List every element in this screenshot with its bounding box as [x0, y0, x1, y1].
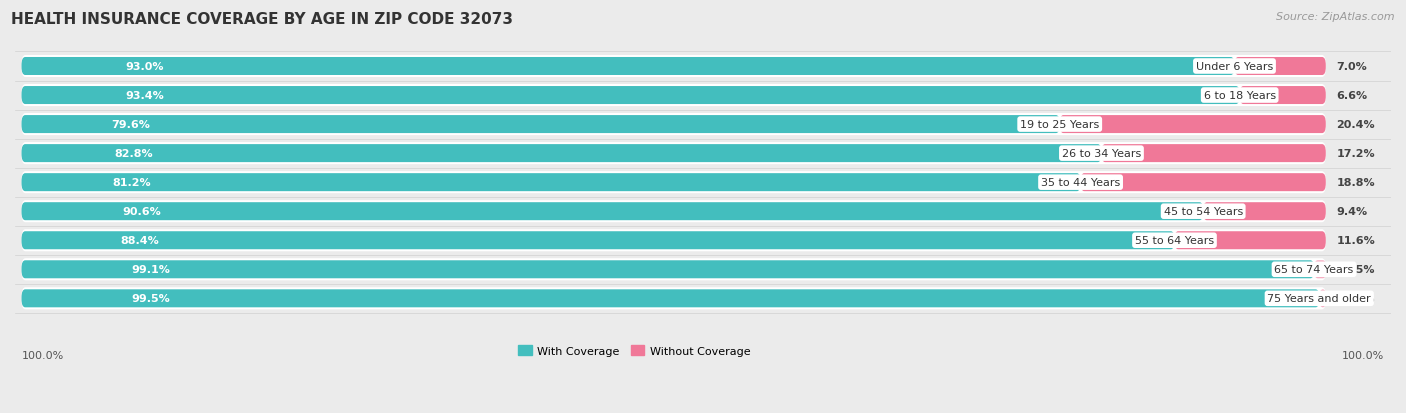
FancyBboxPatch shape [21, 201, 1326, 223]
FancyBboxPatch shape [21, 287, 1326, 310]
Text: 20.4%: 20.4% [1336, 120, 1375, 130]
FancyBboxPatch shape [21, 58, 1234, 76]
Text: Under 6 Years: Under 6 Years [1197, 62, 1272, 72]
Text: 45 to 54 Years: 45 to 54 Years [1164, 206, 1243, 217]
FancyBboxPatch shape [21, 261, 1315, 279]
Text: 100.0%: 100.0% [22, 350, 65, 360]
FancyBboxPatch shape [1174, 232, 1326, 249]
Text: 82.8%: 82.8% [114, 149, 153, 159]
FancyBboxPatch shape [21, 87, 1240, 105]
Text: 88.4%: 88.4% [121, 236, 159, 246]
Text: 18.8%: 18.8% [1336, 178, 1375, 188]
Text: 6.6%: 6.6% [1336, 91, 1368, 101]
Text: 93.4%: 93.4% [125, 91, 165, 101]
FancyBboxPatch shape [21, 259, 1326, 281]
FancyBboxPatch shape [1060, 116, 1326, 134]
FancyBboxPatch shape [21, 172, 1326, 194]
Text: 99.1%: 99.1% [131, 265, 170, 275]
Text: 99.5%: 99.5% [132, 294, 170, 304]
Text: 93.0%: 93.0% [125, 62, 163, 72]
FancyBboxPatch shape [21, 290, 1319, 308]
FancyBboxPatch shape [1315, 261, 1326, 279]
FancyBboxPatch shape [21, 203, 1204, 221]
Text: 81.2%: 81.2% [112, 178, 152, 188]
FancyBboxPatch shape [21, 174, 1081, 192]
FancyBboxPatch shape [21, 145, 1101, 163]
Text: 0.95%: 0.95% [1337, 265, 1375, 275]
Text: 55 to 64 Years: 55 to 64 Years [1135, 236, 1213, 246]
FancyBboxPatch shape [21, 232, 1174, 249]
FancyBboxPatch shape [21, 114, 1326, 136]
FancyBboxPatch shape [21, 143, 1326, 165]
FancyBboxPatch shape [1240, 87, 1326, 105]
Text: HEALTH INSURANCE COVERAGE BY AGE IN ZIP CODE 32073: HEALTH INSURANCE COVERAGE BY AGE IN ZIP … [11, 12, 513, 27]
FancyBboxPatch shape [1234, 58, 1326, 76]
Text: 90.6%: 90.6% [122, 206, 162, 217]
Text: 6 to 18 Years: 6 to 18 Years [1204, 91, 1275, 101]
Text: 35 to 44 Years: 35 to 44 Years [1040, 178, 1121, 188]
Text: 11.6%: 11.6% [1336, 236, 1375, 246]
Text: 75 Years and older: 75 Years and older [1267, 294, 1371, 304]
Text: 7.0%: 7.0% [1336, 62, 1367, 72]
Text: 19 to 25 Years: 19 to 25 Years [1021, 120, 1099, 130]
Text: 9.4%: 9.4% [1336, 206, 1368, 217]
FancyBboxPatch shape [1204, 203, 1326, 221]
Text: 26 to 34 Years: 26 to 34 Years [1062, 149, 1142, 159]
Legend: With Coverage, Without Coverage: With Coverage, Without Coverage [513, 341, 755, 361]
Text: Source: ZipAtlas.com: Source: ZipAtlas.com [1277, 12, 1395, 22]
FancyBboxPatch shape [21, 230, 1326, 252]
FancyBboxPatch shape [1319, 290, 1326, 308]
FancyBboxPatch shape [1101, 145, 1326, 163]
Text: 79.6%: 79.6% [111, 120, 150, 130]
Text: 65 to 74 Years: 65 to 74 Years [1274, 265, 1354, 275]
FancyBboxPatch shape [21, 116, 1060, 134]
FancyBboxPatch shape [21, 85, 1326, 107]
Text: 17.2%: 17.2% [1336, 149, 1375, 159]
FancyBboxPatch shape [21, 56, 1326, 78]
Text: 0.54%: 0.54% [1337, 294, 1375, 304]
FancyBboxPatch shape [1081, 174, 1326, 192]
Text: 100.0%: 100.0% [1341, 350, 1384, 360]
